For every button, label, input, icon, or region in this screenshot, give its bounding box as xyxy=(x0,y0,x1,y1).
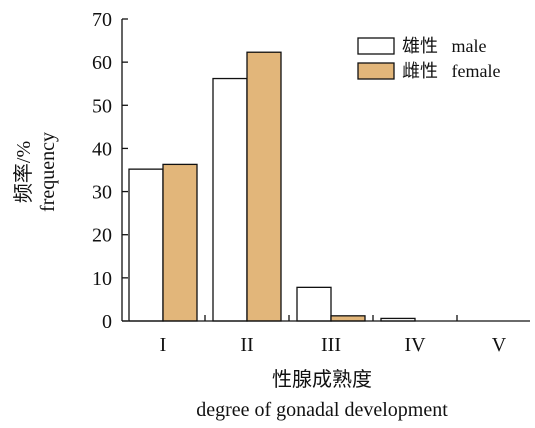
x-tick-label-IV: IV xyxy=(404,334,426,356)
y-tick-label-40: 40 xyxy=(92,138,112,160)
x-tick-label-I: I xyxy=(160,334,167,356)
x-axis-title-en: degree of gonadal development xyxy=(196,399,448,421)
y-axis-title-cn: 频率/% xyxy=(12,141,35,203)
y-tick-label-50: 50 xyxy=(92,95,112,117)
bar-female-II xyxy=(246,51,282,322)
y-tick-label-70: 70 xyxy=(92,9,112,31)
y-tick-label-60: 60 xyxy=(92,52,112,74)
y-axis-title-en: frequency xyxy=(37,132,59,212)
bar-female-I xyxy=(162,163,198,322)
y-tick-label-30: 30 xyxy=(92,182,112,204)
x-axis-title-cn: 性腺成熟度 xyxy=(272,368,372,391)
y-tick-label-20: 20 xyxy=(92,225,112,247)
axes-layer xyxy=(121,19,530,322)
y-tick-label-0: 0 xyxy=(102,311,112,333)
bar-female-III xyxy=(330,315,366,322)
x-tick-label-III: III xyxy=(321,334,341,356)
bar-male-II xyxy=(212,77,248,322)
legend-label-male: 雄性 male xyxy=(402,36,486,56)
x-tick-label-V: V xyxy=(492,334,507,356)
bars-layer xyxy=(128,51,416,322)
legend-label-female: 雌性 female xyxy=(402,61,500,81)
legend-swatch-male xyxy=(357,37,395,55)
bar-male-I xyxy=(128,168,164,322)
x-tick-label-II: II xyxy=(240,334,253,356)
legend: 雄性 male 雌性 female xyxy=(357,36,500,81)
bar-male-III xyxy=(296,286,332,322)
legend-swatch-female xyxy=(357,62,395,80)
y-tick-label-10: 10 xyxy=(92,268,112,290)
